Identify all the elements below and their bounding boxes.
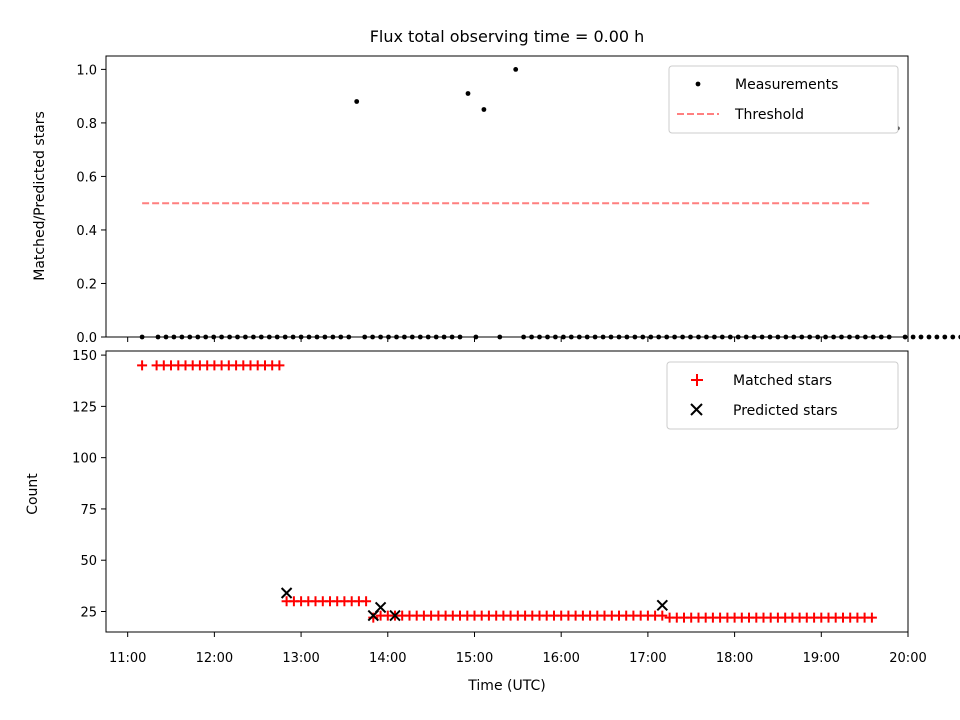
- bottom-x-tick-label: 12:00: [196, 651, 233, 666]
- bottom-y-axis-label: Count: [25, 473, 41, 515]
- top-y-tick-label: 1.0: [76, 63, 97, 78]
- predicted-star-marker: [374, 601, 387, 614]
- bottom-x-tick-label: 13:00: [282, 651, 319, 666]
- bottom-x-axis: 11:00 12:00 13:00 14:00 15:00 16:00 17:00 18:00…: [109, 632, 927, 666]
- measurement-point: [926, 334, 932, 340]
- matched-star-marker: [866, 612, 877, 623]
- top-legend-box: [668, 65, 899, 134]
- bottom-plot-frame: [105, 350, 909, 633]
- bottom-panel: 25 50 75 100 125 150 11:00 12:00 13:00 14:00 15:0…: [25, 349, 927, 694]
- measurement-point: [950, 334, 956, 340]
- predicted-star-marker: [389, 609, 401, 622]
- bottom-x-tick-label: 17:00: [629, 651, 666, 666]
- measurement-point: [942, 334, 948, 340]
- bottom-x-tick-label: 20:00: [889, 651, 926, 666]
- matched-star-marker: [368, 612, 379, 623]
- legend-measurements-marker: [695, 81, 701, 87]
- measurement-point: [465, 91, 471, 96]
- measurement-point: [918, 334, 924, 340]
- measurement-point: [910, 334, 916, 340]
- top-y-axis: 0.0 0.2 0.4 0.6 0.8 1.0: [76, 63, 106, 346]
- top-x-axis-ticks: [127, 337, 909, 342]
- top-y-axis-label: Matched/Predicted stars: [32, 111, 48, 281]
- legend-predicted-marker: [690, 403, 703, 416]
- bottom-x-tick-label: 11:00: [109, 651, 146, 666]
- bottom-x-tick-label: 14:00: [369, 651, 406, 666]
- matched-star-marker: [361, 596, 372, 607]
- bottom-y-tick-label: 150: [72, 349, 97, 364]
- matched-star-marker: [137, 360, 148, 371]
- top-legend: Measurements Threshold: [668, 65, 899, 134]
- legend-matched-label: Matched stars: [733, 373, 832, 389]
- measurement-point: [481, 107, 487, 112]
- legend-threshold-label: Threshold: [734, 107, 804, 123]
- x-axis-label: Time (UTC): [467, 678, 545, 694]
- chart-title: Flux total observing time = 0.00 h: [370, 27, 645, 46]
- predicted-star-marker: [656, 599, 669, 612]
- top-y-tick-label: 0.4: [76, 224, 97, 239]
- bottom-y-axis: 25 50 75 100 125 150: [72, 349, 106, 620]
- bottom-x-tick-label: 19:00: [803, 651, 840, 666]
- top-y-tick-label: 0.8: [76, 117, 97, 132]
- measurement-point: [513, 67, 519, 72]
- legend-predicted-label: Predicted stars: [733, 403, 838, 419]
- measurement-point: [354, 99, 360, 104]
- bottom-y-tick-label: 50: [80, 554, 97, 569]
- top-y-tick-label: 0.2: [76, 277, 97, 292]
- bottom-legend: Matched stars Predicted stars: [666, 361, 899, 430]
- bottom-y-tick-label: 25: [80, 605, 97, 620]
- legend-matched-marker: [691, 374, 703, 386]
- bottom-x-tick-label: 15:00: [456, 651, 493, 666]
- bottom-y-tick-label: 75: [80, 503, 97, 518]
- bottom-x-tick-label: 18:00: [716, 651, 753, 666]
- measurement-point: [934, 334, 940, 340]
- top-plot-frame: [105, 55, 909, 338]
- top-y-tick-label: 0.6: [76, 170, 97, 185]
- matched-star-marker: [274, 360, 285, 371]
- predicted-star-marker: [280, 587, 293, 599]
- top-panel: 0.0 0.2 0.4 0.6 0.8 1.0 Matched/Predicted sta…: [32, 55, 960, 346]
- bottom-legend-box: [666, 361, 899, 430]
- bottom-y-tick-label: 100: [72, 452, 97, 467]
- top-y-tick-label: 0.0: [76, 331, 97, 346]
- bottom-y-tick-label: 125: [72, 400, 97, 415]
- bottom-x-tick-label: 16:00: [542, 651, 579, 666]
- matched-star-marker: [657, 610, 668, 621]
- predicted-stars-series: [280, 587, 669, 622]
- legend-measurements-label: Measurements: [735, 77, 838, 93]
